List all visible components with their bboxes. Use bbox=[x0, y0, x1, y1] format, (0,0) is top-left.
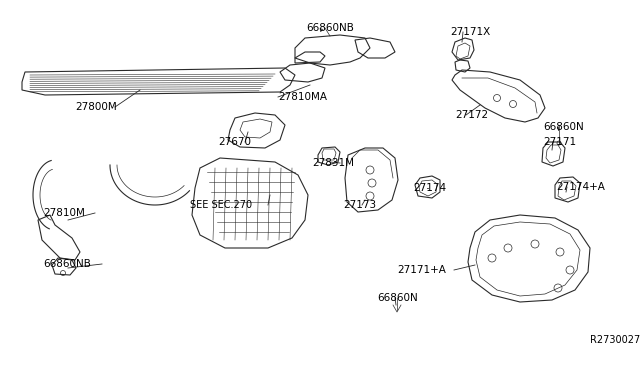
Text: 27810M: 27810M bbox=[43, 208, 85, 218]
Text: SEE SEC.270: SEE SEC.270 bbox=[190, 200, 252, 210]
Text: 27173: 27173 bbox=[343, 200, 376, 210]
Text: R2730027: R2730027 bbox=[590, 335, 640, 345]
Text: 66860NB: 66860NB bbox=[306, 23, 354, 33]
Text: 27171: 27171 bbox=[543, 137, 576, 147]
Text: 27810MA: 27810MA bbox=[278, 92, 327, 102]
Text: 27174: 27174 bbox=[413, 183, 446, 193]
Text: 27831M: 27831M bbox=[312, 158, 354, 168]
Text: 27172: 27172 bbox=[455, 110, 488, 120]
Text: 66860N: 66860N bbox=[543, 122, 584, 132]
Text: 27171+A: 27171+A bbox=[397, 265, 446, 275]
Text: 27670: 27670 bbox=[218, 137, 251, 147]
Text: 66860N: 66860N bbox=[377, 293, 418, 303]
Text: 27800M: 27800M bbox=[75, 102, 116, 112]
Text: 66860NB: 66860NB bbox=[43, 259, 91, 269]
Text: 27171X: 27171X bbox=[450, 27, 490, 37]
Text: 27174+A: 27174+A bbox=[556, 182, 605, 192]
